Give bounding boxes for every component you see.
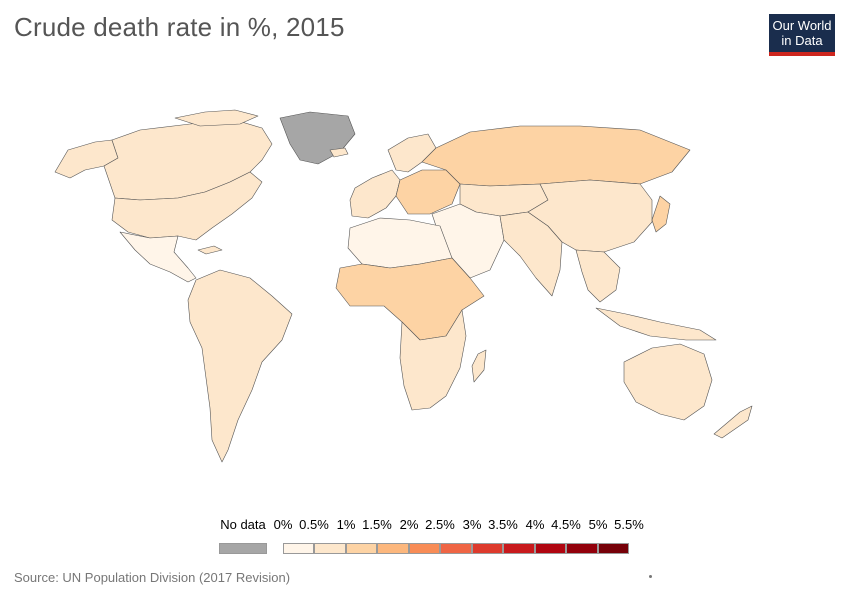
region-australia bbox=[623, 343, 713, 421]
region-usa bbox=[111, 171, 263, 241]
region-arctic-islands bbox=[174, 109, 259, 127]
legend-swatch-no-data bbox=[219, 543, 267, 554]
region-caribbean bbox=[197, 245, 223, 255]
logo-line-1: Our World bbox=[772, 18, 832, 33]
legend-label: 2.5% bbox=[425, 517, 455, 532]
region-iceland bbox=[329, 147, 349, 158]
map-legend: No data 0% 0.5% 1% 1.5% 2% 2.5% 3% 3.5% … bbox=[0, 510, 850, 560]
region-new-zealand bbox=[713, 405, 753, 439]
region-scandinavia bbox=[387, 133, 437, 173]
legend-label: 3% bbox=[462, 517, 482, 532]
region-mexico bbox=[119, 231, 197, 283]
legend-swatch bbox=[409, 543, 440, 554]
owid-logo[interactable]: Our World in Data bbox=[769, 14, 835, 56]
chart-title: Crude death rate in %, 2015 bbox=[14, 12, 345, 42]
legend-label: 4% bbox=[525, 517, 545, 532]
source-note: Source: UN Population Division (2017 Rev… bbox=[14, 570, 291, 585]
region-indonesia bbox=[595, 307, 717, 341]
legend-label: 3.5% bbox=[488, 517, 518, 532]
legend-swatch bbox=[440, 543, 472, 554]
decorative-dot bbox=[649, 575, 652, 578]
legend-swatch bbox=[598, 543, 629, 554]
region-north-africa bbox=[347, 217, 453, 269]
legend-label: 0.5% bbox=[299, 517, 329, 532]
legend-label: 5% bbox=[588, 517, 608, 532]
legend-label: 0% bbox=[273, 517, 293, 532]
legend-swatch bbox=[377, 543, 409, 554]
legend-label: 4.5% bbox=[551, 517, 581, 532]
legend-swatch bbox=[503, 543, 535, 554]
legend-swatch bbox=[566, 543, 598, 554]
legend-label: 5.5% bbox=[614, 517, 644, 532]
region-western-europe bbox=[349, 169, 401, 219]
region-russia bbox=[421, 125, 691, 187]
region-southern-africa bbox=[399, 309, 467, 411]
world-map[interactable] bbox=[0, 100, 850, 480]
legend-label: 1.5% bbox=[362, 517, 392, 532]
region-japan bbox=[651, 195, 671, 233]
region-south-america bbox=[187, 269, 293, 463]
region-greenland bbox=[279, 111, 356, 165]
region-madagascar bbox=[471, 349, 487, 383]
legend-label: 2% bbox=[399, 517, 419, 532]
legend-swatch bbox=[283, 543, 314, 554]
region-eastern-europe bbox=[395, 169, 461, 215]
legend-swatch bbox=[535, 543, 566, 554]
region-southeast-asia bbox=[575, 249, 621, 303]
legend-swatch bbox=[472, 543, 503, 554]
legend-label: 1% bbox=[336, 517, 356, 532]
legend-swatch bbox=[346, 543, 377, 554]
logo-line-2: in Data bbox=[781, 33, 823, 48]
legend-swatch bbox=[314, 543, 346, 554]
legend-label-no-data: No data bbox=[220, 517, 266, 532]
